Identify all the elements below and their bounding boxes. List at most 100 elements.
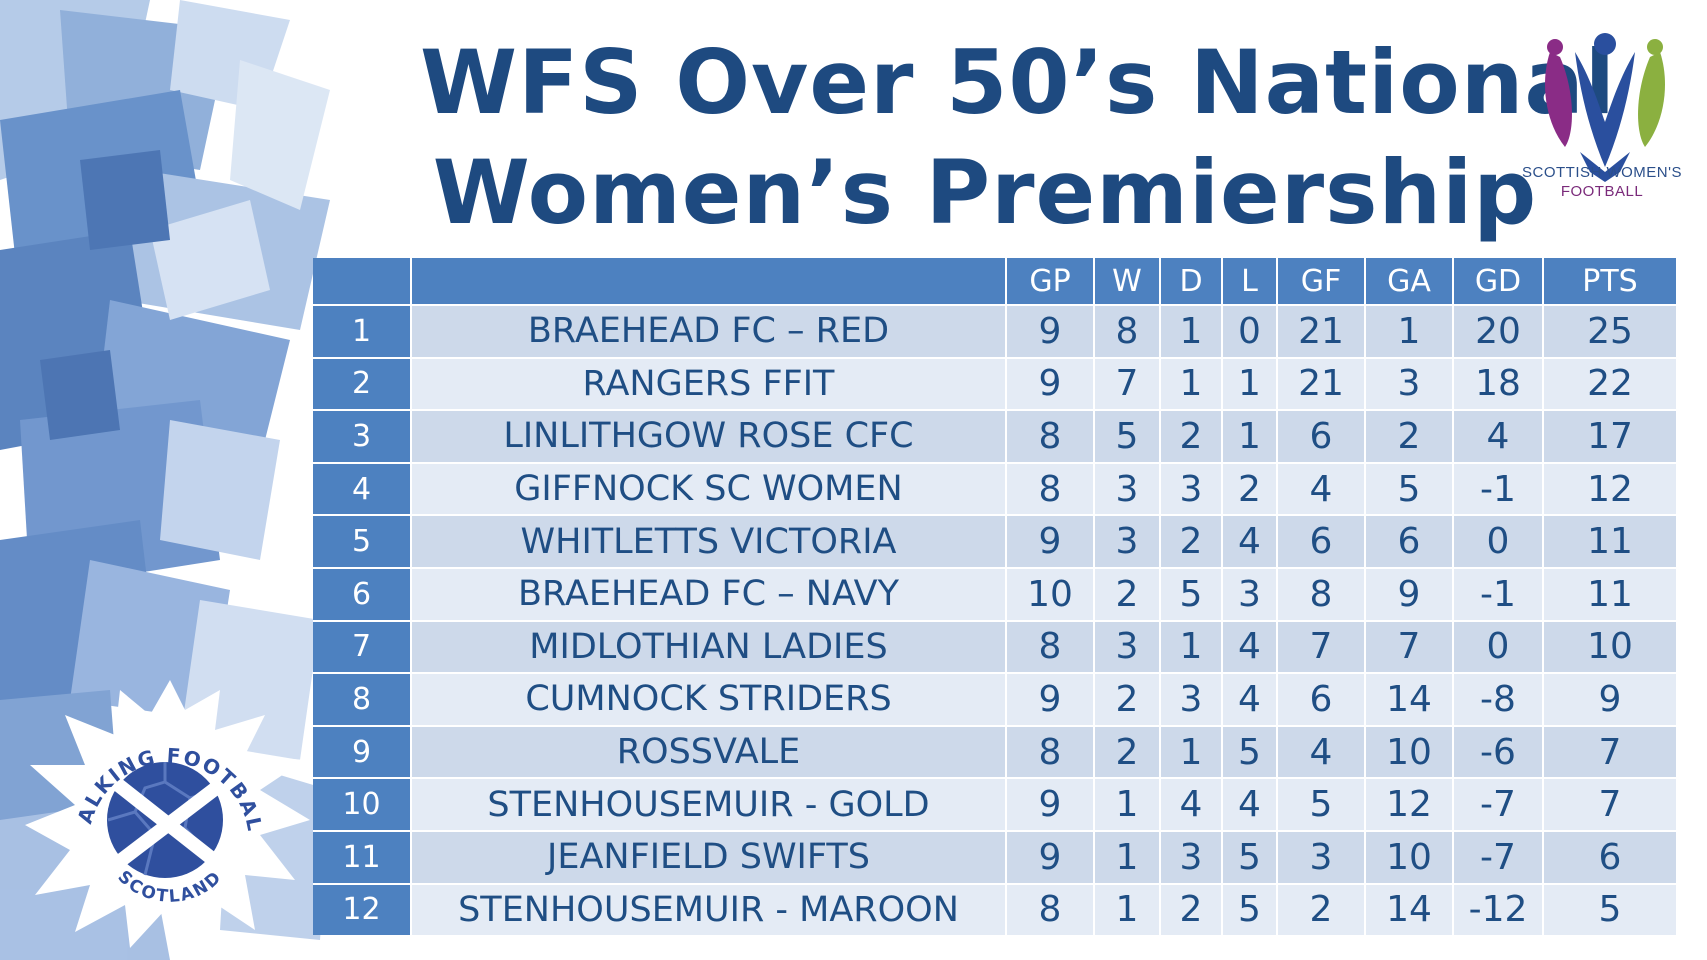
cell-gf: 6 [1277, 672, 1366, 726]
cell-ga: 10 [1365, 724, 1454, 779]
cell-w: 2 [1094, 672, 1161, 726]
cell-pts: 7 [1543, 724, 1676, 779]
cell-ga: 9 [1365, 566, 1454, 621]
cell-d: 1 [1160, 304, 1223, 358]
cell-ga: 5 [1365, 461, 1454, 516]
cell-d: 1 [1160, 724, 1223, 779]
decorative-shapes [0, 0, 420, 960]
header-gd: GD [1453, 258, 1544, 305]
cell-ga: 3 [1365, 356, 1454, 411]
cell-l: 4 [1222, 672, 1278, 726]
cell-pos: 6 [313, 566, 412, 621]
cell-gp: 9 [1006, 304, 1095, 358]
cell-pts: 12 [1543, 461, 1676, 516]
cell-w: 5 [1094, 409, 1161, 463]
table-header-row: GP W D L GF GA GD PTS [313, 258, 1676, 305]
cell-pos: 10 [313, 777, 412, 831]
cell-gf: 6 [1277, 409, 1366, 463]
table-row: 2 RANGERS FFIT 9 7 1 1 21 3 18 22 [313, 356, 1676, 411]
header-gf: GF [1277, 258, 1366, 305]
table-row: 3 LINLITHGOW ROSE CFC 8 5 2 1 6 2 4 17 [313, 409, 1676, 463]
header-team [411, 258, 1007, 305]
cell-d: 1 [1160, 356, 1223, 411]
cell-team: GIFFNOCK SC WOMEN [411, 461, 1007, 516]
cell-team: MIDLOTHIAN LADIES [411, 619, 1007, 674]
cell-gd: -7 [1453, 829, 1544, 884]
cell-pos: 5 [313, 514, 412, 568]
cell-team: JEANFIELD SWIFTS [411, 829, 1007, 884]
cell-team: STENHOUSEMUIR - GOLD [411, 777, 1007, 831]
cell-pos: 4 [313, 461, 412, 516]
cell-pts: 22 [1543, 356, 1676, 411]
cell-ga: 14 [1365, 882, 1454, 936]
cell-ga: 1 [1365, 304, 1454, 358]
cell-gd: -7 [1453, 777, 1544, 831]
walking-football-scotland-logo: WALKING FOOTBALL SCOTLAND [20, 670, 310, 950]
cell-gp: 8 [1006, 619, 1095, 674]
header-w: W [1094, 258, 1161, 305]
cell-ga: 10 [1365, 829, 1454, 884]
table-row: 5 WHITLETTS VICTORIA 9 3 2 4 6 6 0 11 [313, 514, 1676, 568]
cell-gd: -8 [1453, 672, 1544, 726]
cell-pos: 9 [313, 724, 412, 779]
cell-pos: 3 [313, 409, 412, 463]
cell-l: 4 [1222, 777, 1278, 831]
cell-l: 5 [1222, 829, 1278, 884]
cell-w: 2 [1094, 566, 1161, 621]
cell-ga: 14 [1365, 672, 1454, 726]
cell-w: 1 [1094, 882, 1161, 936]
cell-gd: -1 [1453, 461, 1544, 516]
cell-w: 8 [1094, 304, 1161, 358]
cell-gp: 8 [1006, 724, 1095, 779]
cell-team: BRAEHEAD FC – NAVY [411, 566, 1007, 621]
table-row: 6 BRAEHEAD FC – NAVY 10 2 5 3 8 9 -1 11 [313, 566, 1676, 621]
cell-gp: 8 [1006, 409, 1095, 463]
cell-pos: 8 [313, 672, 412, 726]
table-row: 8 CUMNOCK STRIDERS 9 2 3 4 6 14 -8 9 [313, 672, 1676, 726]
cell-w: 3 [1094, 514, 1161, 568]
header-l: L [1222, 258, 1278, 305]
cell-gd: 0 [1453, 619, 1544, 674]
title-line-2: Women’s Premiership [432, 141, 1538, 244]
cell-ga: 7 [1365, 619, 1454, 674]
cell-d: 2 [1160, 409, 1223, 463]
cell-l: 1 [1222, 356, 1278, 411]
cell-team: STENHOUSEMUIR - MAROON [411, 882, 1007, 936]
cell-gd: 4 [1453, 409, 1544, 463]
cell-l: 5 [1222, 724, 1278, 779]
cell-d: 2 [1160, 514, 1223, 568]
table-row: 9 ROSSVALE 8 2 1 5 4 10 -6 7 [313, 724, 1676, 779]
cell-pts: 11 [1543, 566, 1676, 621]
cell-w: 1 [1094, 777, 1161, 831]
cell-l: 4 [1222, 514, 1278, 568]
cell-pts: 7 [1543, 777, 1676, 831]
cell-pts: 25 [1543, 304, 1676, 358]
cell-team: BRAEHEAD FC – RED [411, 304, 1007, 358]
cell-l: 3 [1222, 566, 1278, 621]
cell-d: 4 [1160, 777, 1223, 831]
cell-pts: 9 [1543, 672, 1676, 726]
cell-d: 2 [1160, 882, 1223, 936]
cell-gp: 8 [1006, 882, 1095, 936]
cell-ga: 2 [1365, 409, 1454, 463]
cell-pts: 6 [1543, 829, 1676, 884]
cell-team: WHITLETTS VICTORIA [411, 514, 1007, 568]
table-row: 1 BRAEHEAD FC – RED 9 8 1 0 21 1 20 25 [313, 304, 1676, 358]
cell-gp: 10 [1006, 566, 1095, 621]
cell-pts: 11 [1543, 514, 1676, 568]
cell-d: 1 [1160, 619, 1223, 674]
cell-gf: 8 [1277, 566, 1366, 621]
cell-team: ROSSVALE [411, 724, 1007, 779]
swf-logo-text-2: FOOTBALL [1560, 183, 1644, 200]
cell-pts: 17 [1543, 409, 1676, 463]
cell-gp: 9 [1006, 777, 1095, 831]
cell-pos: 11 [313, 829, 412, 884]
table-row: 12 STENHOUSEMUIR - MAROON 8 1 2 5 2 14 -12 5 [313, 882, 1676, 936]
cell-d: 3 [1160, 672, 1223, 726]
cell-pts: 10 [1543, 619, 1676, 674]
table-row: 11 JEANFIELD SWIFTS 9 1 3 5 3 10 -7 6 [313, 829, 1676, 884]
cell-pos: 1 [313, 304, 412, 358]
league-table: GP W D L GF GA GD PTS 1 BRAEHEAD FC – RED… [313, 258, 1676, 936]
cell-gf: 5 [1277, 777, 1366, 831]
cell-gp: 8 [1006, 461, 1095, 516]
